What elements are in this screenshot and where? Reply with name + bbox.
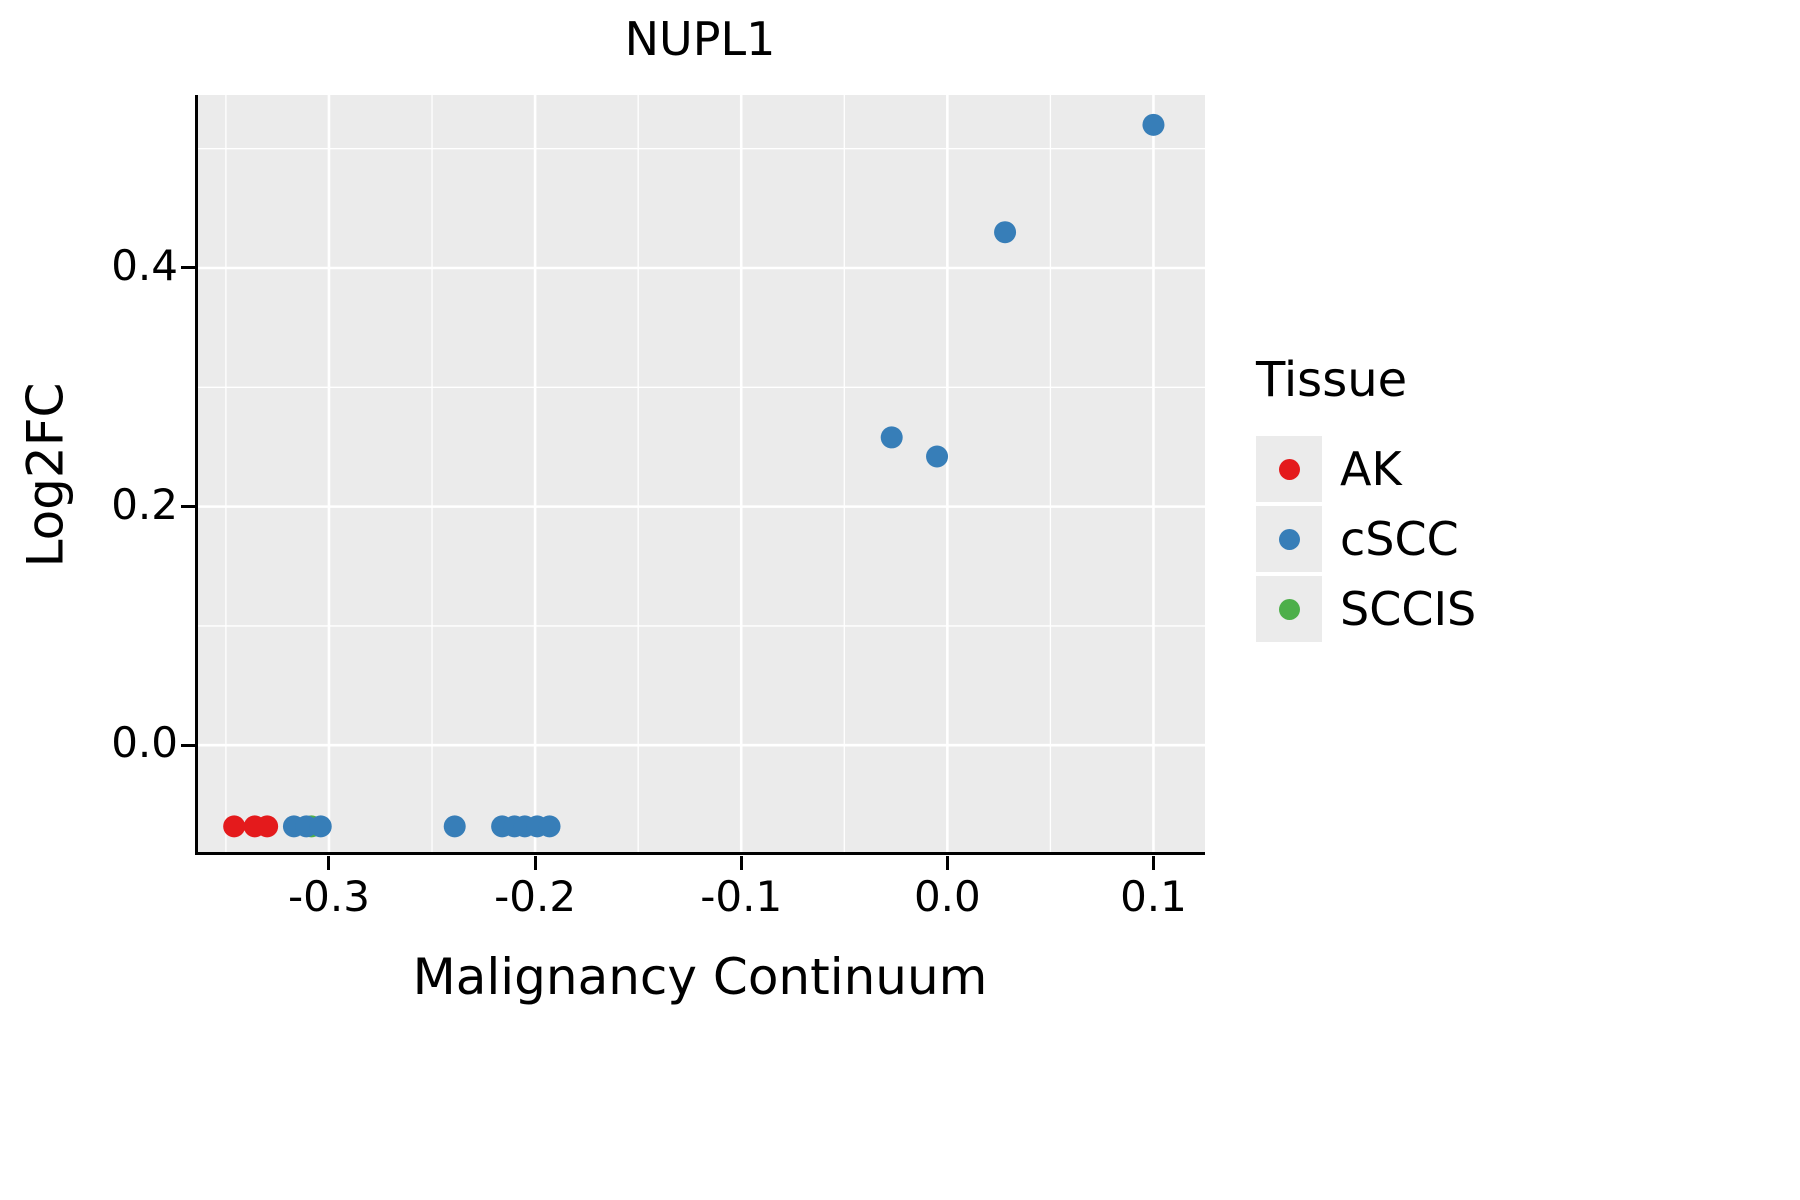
data-point-cSCC	[538, 815, 561, 838]
legend-entry-AK: AK	[1256, 436, 1776, 502]
x-tick-label: 0.0	[913, 872, 981, 921]
plot-panel	[195, 95, 1205, 855]
legend-label: AK	[1340, 442, 1402, 496]
x-tick-label: -0.1	[700, 872, 783, 921]
legend-swatch-icon	[1278, 458, 1300, 480]
data-point-cSCC	[994, 221, 1017, 244]
legend-swatch-icon	[1278, 528, 1300, 550]
x-tick-label: -0.2	[494, 872, 577, 921]
data-point-AK	[256, 815, 279, 838]
data-point-cSCC	[926, 445, 949, 468]
legend-key	[1256, 506, 1322, 572]
y-tick-mark	[181, 743, 195, 747]
y-tick-label: 0.4	[111, 240, 178, 290]
data-point-cSCC	[309, 815, 332, 838]
x-tick-mark	[327, 856, 331, 870]
legend-entry-cSCC: cSCC	[1256, 506, 1776, 572]
legend-swatch-icon	[1278, 598, 1300, 620]
y-axis-label: Log2FC	[16, 382, 75, 568]
legend-label: cSCC	[1340, 512, 1459, 566]
y-tick-label: 0.2	[111, 479, 178, 529]
x-tick-mark	[945, 856, 949, 870]
data-point-cSCC	[880, 426, 903, 449]
legend-entry-SCCIS: SCCIS	[1256, 576, 1776, 642]
x-tick-label: 0.1	[1120, 872, 1187, 921]
x-tick-mark	[739, 856, 743, 870]
panel-background	[195, 95, 1205, 855]
x-tick-label: -0.3	[287, 872, 370, 921]
x-axis-label: Malignancy Continuum	[412, 948, 988, 1006]
data-point-AK	[223, 815, 246, 838]
legend-key	[1256, 576, 1322, 642]
y-tick-mark	[181, 505, 195, 509]
y-tick-mark	[181, 266, 195, 270]
x-tick-mark	[1151, 856, 1155, 870]
legend: Tissue AK cSCC SCCIS	[1256, 352, 1776, 646]
x-tick-mark	[533, 856, 537, 870]
y-tick-label: 0.0	[111, 718, 178, 768]
chart-title: NUPL1	[624, 12, 776, 66]
legend-key	[1256, 436, 1322, 502]
legend-title: Tissue	[1256, 352, 1408, 408]
legend-label: SCCIS	[1340, 582, 1477, 636]
data-point-cSCC	[1142, 113, 1165, 136]
data-point-cSCC	[443, 815, 466, 838]
legend-entries: AK cSCC SCCIS	[1256, 436, 1776, 642]
